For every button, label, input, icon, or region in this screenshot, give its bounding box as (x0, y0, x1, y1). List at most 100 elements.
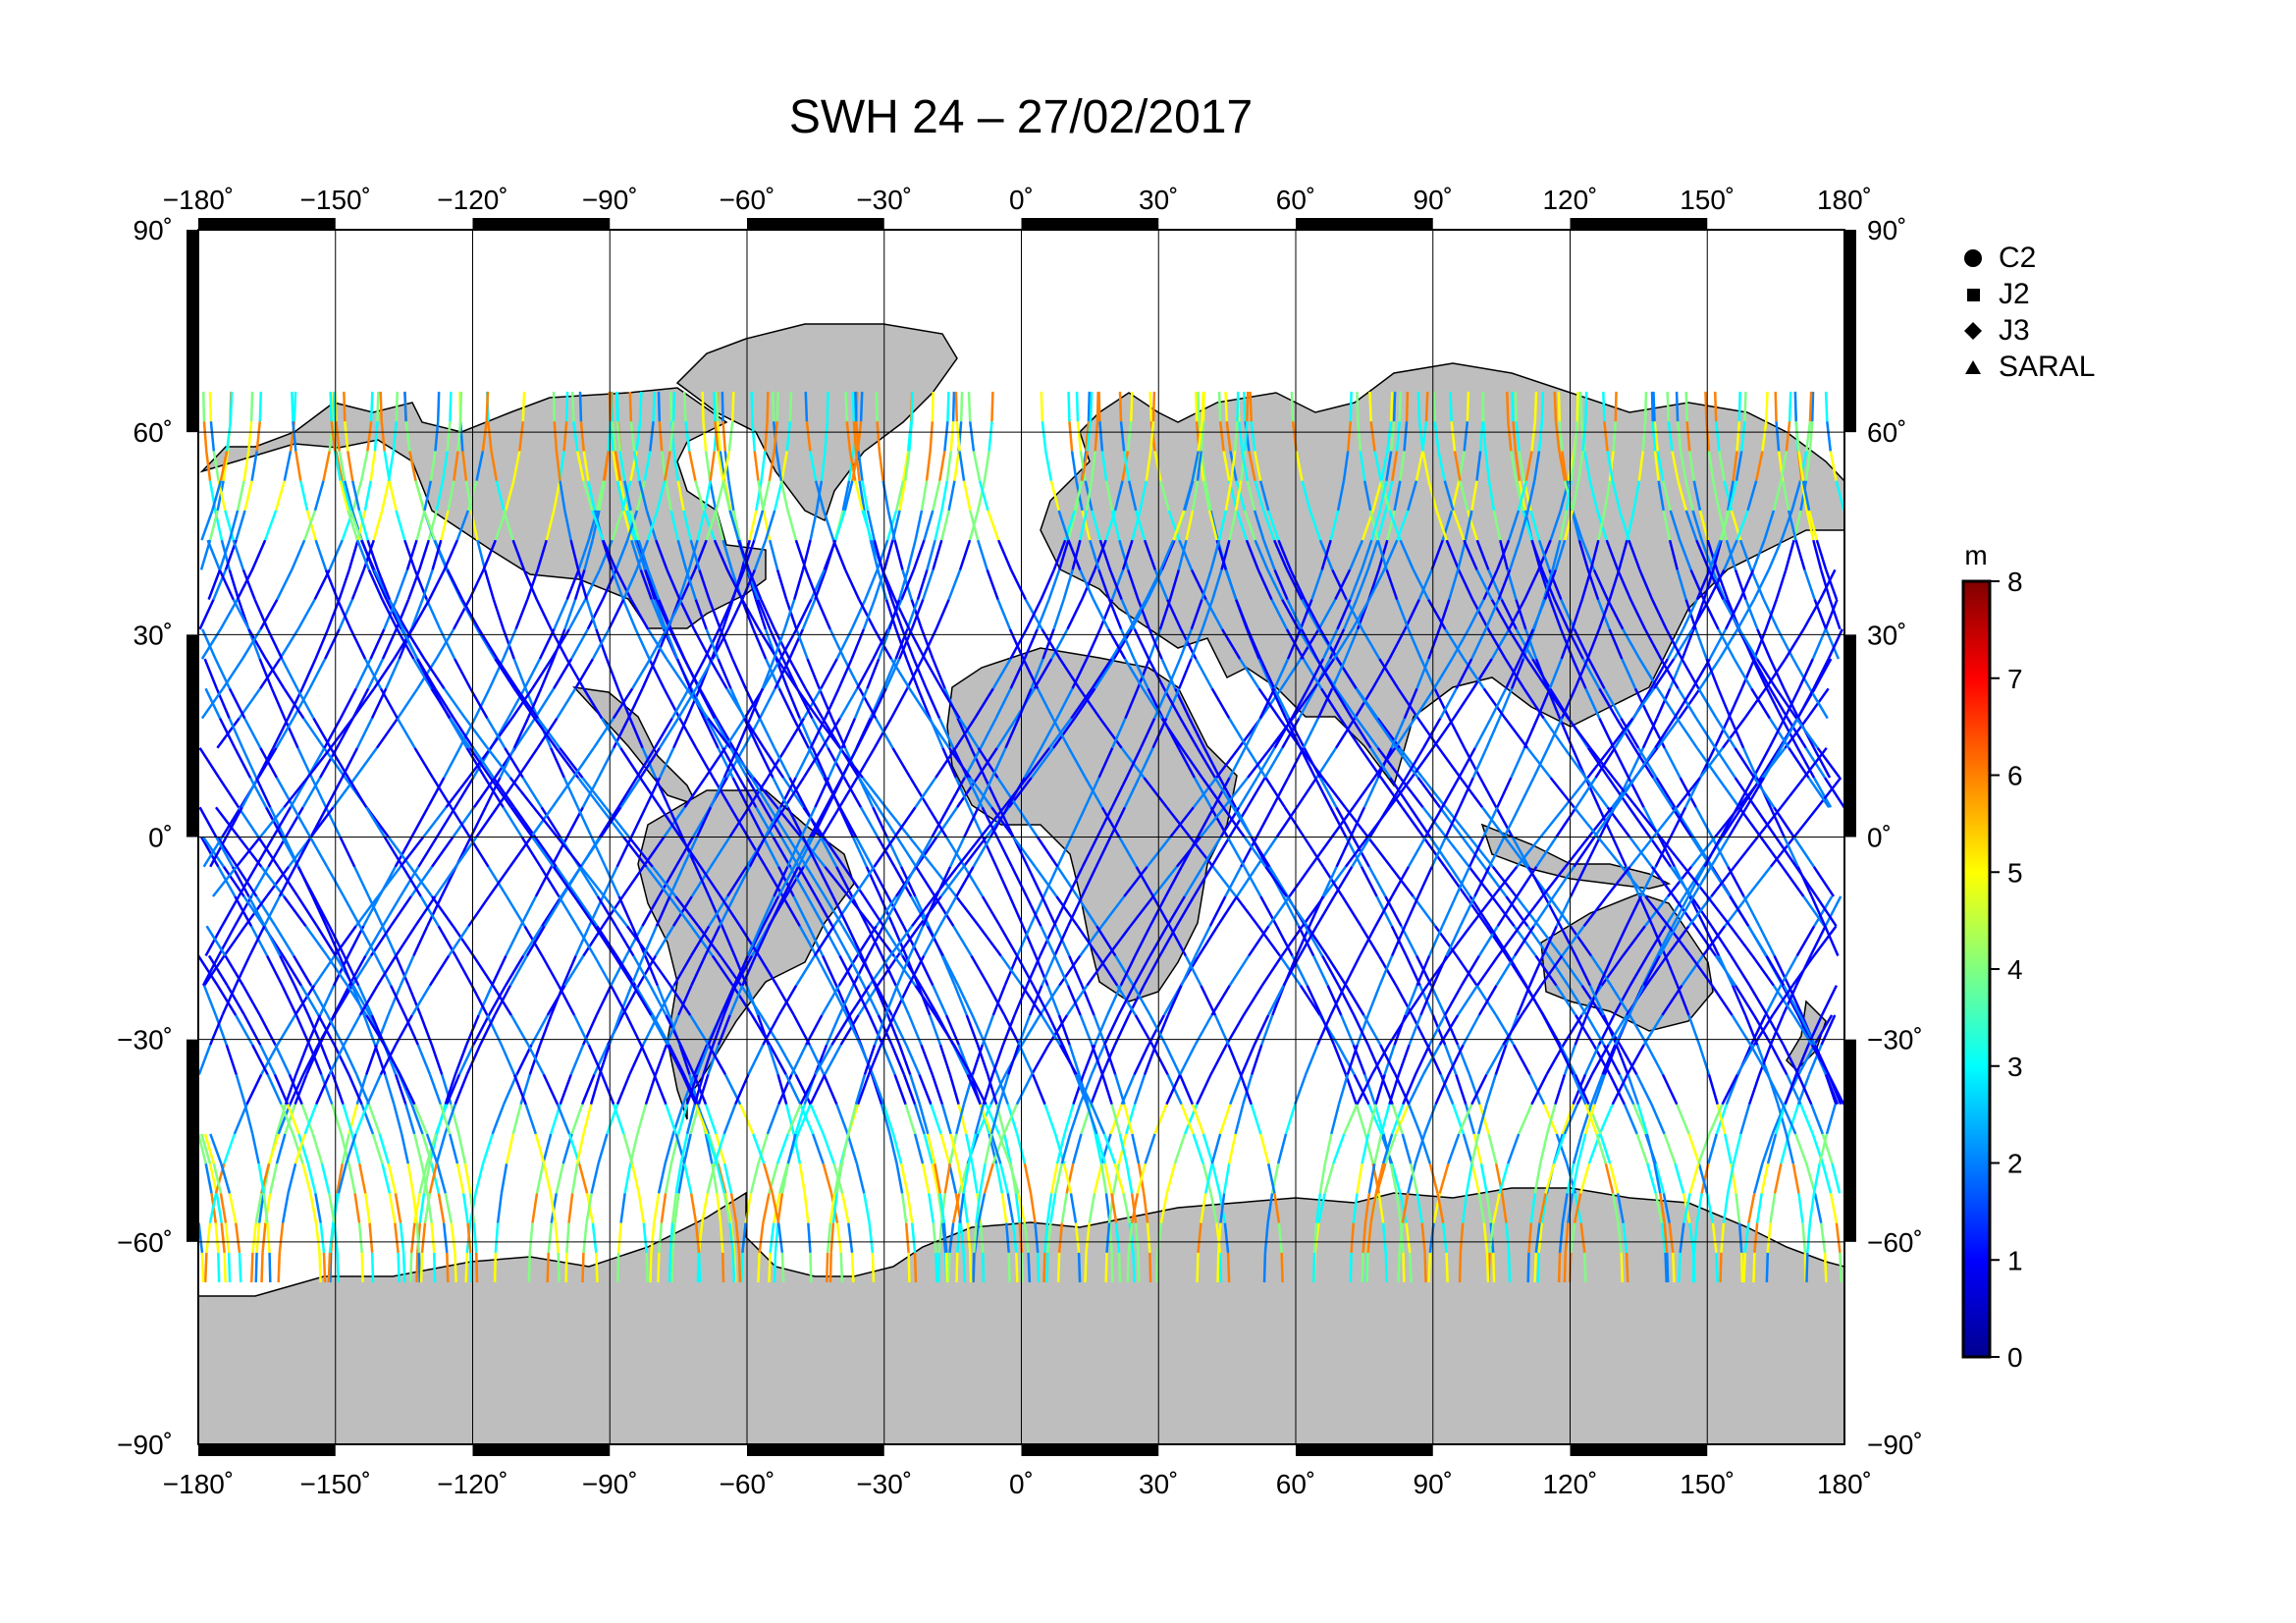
track-segment (1191, 480, 1200, 512)
track-segment (1036, 599, 1050, 630)
track-segment (816, 599, 831, 630)
track-segment (347, 510, 359, 541)
track-segment (1801, 1222, 1807, 1253)
track-segment (795, 687, 820, 720)
track-segment (1802, 895, 1826, 927)
track-segment (1676, 421, 1682, 452)
track-segment (1258, 480, 1270, 512)
track-segment (1819, 568, 1837, 601)
track-segment (1430, 539, 1444, 570)
track-segment (815, 954, 833, 987)
track-segment (1457, 539, 1468, 570)
track-segment (958, 717, 980, 749)
track-segment (639, 777, 662, 808)
track-segment (866, 510, 876, 541)
track-segment (1257, 687, 1281, 720)
track-segment (328, 925, 346, 957)
track-segment (969, 777, 993, 808)
track-segment (1004, 1222, 1010, 1253)
track-segment (1567, 717, 1592, 749)
track-segment (1093, 1163, 1103, 1194)
track-segment (1277, 1222, 1283, 1253)
track-segment (1202, 747, 1221, 779)
track-segment (868, 1222, 875, 1253)
track-segment (1481, 391, 1485, 422)
track-segment (423, 658, 446, 690)
track-segment (1095, 1133, 1106, 1164)
track-segment (636, 1104, 648, 1135)
track-segment (490, 451, 499, 481)
track-segment (269, 1163, 279, 1194)
track-segment (1355, 1104, 1367, 1135)
track-segment (696, 1104, 711, 1135)
track-segment (1500, 599, 1518, 630)
track-segment (1666, 391, 1671, 422)
track-segment (1197, 391, 1201, 422)
track-segment (709, 451, 717, 481)
track-segment (444, 1104, 456, 1135)
track-segment (1681, 954, 1704, 987)
track-segment (486, 747, 511, 779)
track-segment (953, 985, 968, 1016)
track-segment (1012, 836, 1037, 868)
track-segment (1437, 747, 1462, 779)
track-segment (449, 391, 453, 422)
track-segment (1023, 1163, 1033, 1194)
track-segment (394, 836, 413, 868)
track-segment (431, 836, 454, 868)
track-segment (1148, 391, 1153, 422)
track-segment (1812, 658, 1830, 689)
track-segment (698, 568, 711, 600)
track-segment (522, 568, 538, 601)
track-segment (690, 925, 711, 957)
track-segment (1654, 1163, 1666, 1194)
track-segment (698, 687, 716, 720)
track-segment (990, 806, 1015, 839)
track-segment (270, 687, 287, 720)
frame-segment (1296, 218, 1433, 230)
legend-item-saral: SARAL (1953, 350, 2095, 385)
track-segment (1563, 747, 1587, 779)
track-segment (690, 954, 707, 987)
track-segment (910, 599, 925, 630)
track-segment (821, 717, 841, 749)
track-segment (1655, 687, 1672, 720)
track-segment (399, 954, 415, 987)
track-segment (701, 391, 705, 422)
track-segment (1678, 687, 1701, 720)
track-segment (1588, 985, 1605, 1016)
track-segment (363, 480, 372, 512)
track-segment (617, 895, 634, 927)
track-segment (1369, 421, 1376, 452)
track-segment (731, 1252, 736, 1283)
frame-segment (747, 218, 884, 230)
track-segment (1735, 510, 1749, 541)
track-segment (1067, 510, 1078, 541)
track-segment (653, 1073, 667, 1106)
track-segment (216, 480, 225, 512)
track-segment (894, 480, 905, 512)
track-segment (565, 1222, 570, 1253)
track-segment (408, 451, 417, 481)
track-segment (934, 1252, 938, 1283)
track-segment (850, 1252, 855, 1283)
track-segment (1453, 451, 1462, 481)
track-segment (254, 777, 272, 808)
track-segment (470, 985, 489, 1016)
track-segment (1094, 421, 1099, 452)
track-segment (746, 777, 766, 808)
track-segment (1211, 865, 1238, 897)
track-segment (783, 599, 796, 630)
track-segment (1652, 806, 1679, 839)
track-segment (1743, 687, 1767, 720)
track-segment (481, 421, 488, 452)
track-segment (668, 984, 692, 1016)
track-segment (958, 539, 972, 570)
track-segment (1384, 1252, 1388, 1283)
track-segment (1664, 954, 1679, 987)
track-segment (1525, 658, 1548, 690)
track-segment (1046, 1222, 1052, 1253)
track-segment (1507, 1133, 1521, 1164)
track-segment (453, 451, 459, 481)
track-segment (1812, 747, 1832, 779)
